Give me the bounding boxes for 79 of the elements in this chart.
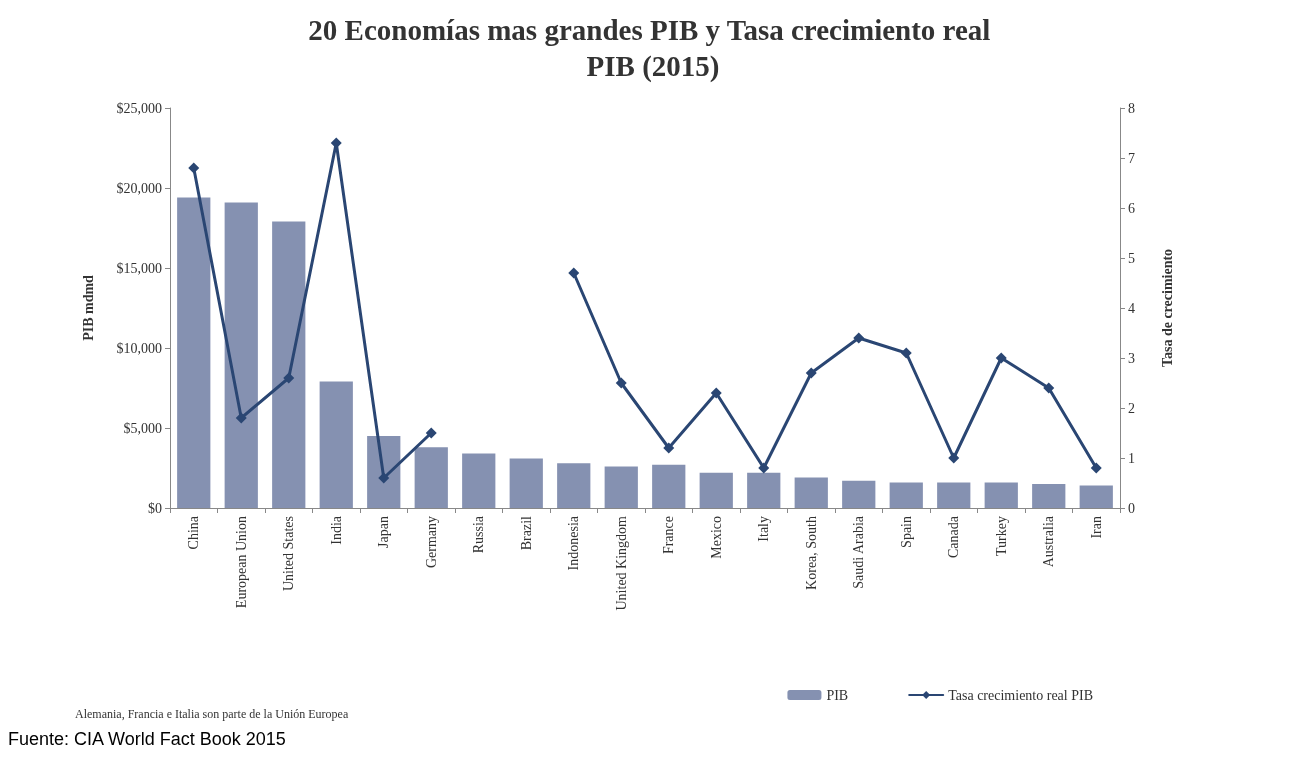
bar (462, 453, 496, 508)
bar (699, 472, 733, 508)
y2-tick-label: 3 (1128, 350, 1135, 366)
bar (224, 202, 258, 508)
text: Alemania, Francia e Italia son parte de la Unión Europea (75, 707, 349, 721)
bar (414, 447, 448, 508)
x-tick-label: Japan (376, 516, 392, 548)
bar (177, 197, 211, 508)
point (805, 367, 817, 379)
y2-tick-label: 5 (1128, 250, 1135, 266)
point (900, 347, 912, 359)
x-tick-label: United States (281, 516, 297, 592)
x-tick-label: Mexico (708, 516, 724, 559)
y-tick-label: $20,000 (116, 180, 162, 196)
point (568, 267, 580, 279)
x-tick-label: Brazil (518, 515, 534, 551)
point (188, 162, 200, 174)
x-tick-label: Canada (946, 515, 962, 558)
point (853, 332, 865, 344)
bar (652, 464, 686, 508)
y2-tick-label: 0 (1128, 500, 1135, 516)
point (948, 452, 960, 464)
y2-tick-label: 8 (1128, 100, 1135, 116)
bar (272, 221, 306, 508)
y-tick-label: $5,000 (123, 420, 162, 436)
y2-tick-label: 7 (1128, 150, 1135, 166)
source-note: Fuente: CIA World Fact Book 2015 (8, 729, 286, 749)
x-tick-label: France (661, 516, 677, 555)
bar (842, 480, 876, 508)
point (283, 372, 295, 384)
bar (319, 381, 353, 508)
point (378, 472, 390, 484)
y2-tick-label: 1 (1128, 450, 1135, 466)
y-tick-label: $25,000 (116, 100, 162, 116)
point (1043, 382, 1055, 394)
y-axis-title: PIB mdmd (80, 274, 96, 341)
bar (794, 477, 828, 508)
y-tick-label: $0 (148, 500, 162, 516)
bar (1032, 484, 1066, 508)
x-tick-label: Italy (756, 516, 772, 542)
x-tick-label: Turkey (993, 516, 1009, 556)
x-tick-label: China (186, 515, 202, 550)
point (235, 412, 247, 424)
x-tick-label: Russia (471, 515, 487, 554)
bar (557, 463, 591, 508)
y2-tick-label: 4 (1128, 300, 1135, 316)
bar (1079, 485, 1113, 508)
legend-label: PIB (826, 687, 849, 703)
point (1090, 462, 1102, 474)
y-tick-label: $10,000 (116, 340, 162, 356)
x-tick-label: United Kingdom (613, 515, 629, 611)
x-tick-label: Spain (898, 516, 914, 548)
x-tick-label: Indonesia (566, 515, 582, 571)
chart-title: 20 Economías mas grandes PIB y Tasa crecimiento real PIB (2015) (308, 14, 998, 83)
y2-axis-title: Tasa de crecimiento (1159, 248, 1175, 368)
legend-label: Tasa crecimiento real PIB (948, 687, 1093, 703)
y-tick-label: $15,000 (116, 260, 162, 276)
x-tick-label: Germany (423, 516, 439, 569)
x-tick-label: European Union (233, 516, 249, 609)
bar (604, 466, 638, 508)
x-tick-label: Saudi Arabia (851, 515, 867, 589)
point (425, 427, 437, 439)
bar (509, 458, 543, 508)
bar (747, 472, 781, 508)
bar (984, 482, 1018, 508)
point (758, 462, 770, 474)
y2-tick-label: 2 (1128, 400, 1135, 416)
point (710, 387, 722, 399)
x-tick-label: Australia (1041, 515, 1057, 568)
point (615, 377, 627, 389)
x-tick-label: Iran (1088, 516, 1104, 539)
bar (889, 482, 923, 508)
bar (367, 436, 401, 508)
point (995, 352, 1007, 364)
point (663, 442, 675, 454)
x-tick-label: India (328, 515, 344, 545)
y2-tick-label: 6 (1128, 200, 1135, 216)
x-tick-label: Korea, South (803, 516, 819, 590)
bar (937, 482, 971, 508)
